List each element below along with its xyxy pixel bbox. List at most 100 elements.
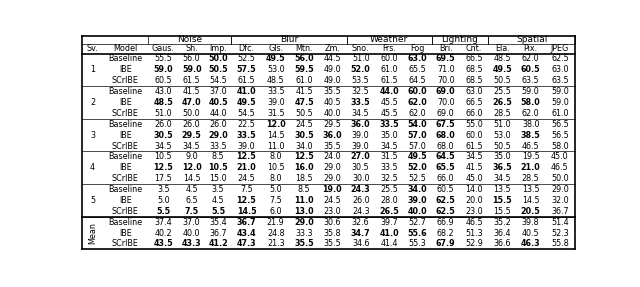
Text: 30.6: 30.6	[324, 218, 341, 227]
Text: 20.0: 20.0	[465, 196, 483, 205]
Text: 25.5: 25.5	[493, 87, 511, 96]
Text: 36.6: 36.6	[493, 239, 511, 249]
Text: 32.5: 32.5	[352, 87, 370, 96]
Text: 41.0: 41.0	[380, 229, 399, 238]
Text: 67.9: 67.9	[436, 239, 456, 249]
Text: 44.5: 44.5	[324, 55, 341, 63]
Text: Noise: Noise	[177, 35, 202, 44]
Text: SCrIBE: SCrIBE	[112, 76, 139, 85]
Text: 60.0: 60.0	[408, 87, 427, 96]
Text: IBE: IBE	[119, 131, 132, 140]
Text: 50.0: 50.0	[551, 174, 569, 183]
Text: Pix.: Pix.	[524, 44, 538, 53]
Text: Cnt.: Cnt.	[466, 44, 482, 53]
Text: 31.5: 31.5	[267, 109, 285, 118]
Text: 70.0: 70.0	[437, 98, 454, 107]
Text: 51.4: 51.4	[551, 218, 569, 227]
Text: 26.5: 26.5	[379, 207, 399, 216]
Text: 13.0: 13.0	[294, 207, 314, 216]
Text: 44.0: 44.0	[209, 109, 227, 118]
Text: 61.5: 61.5	[183, 76, 200, 85]
Text: Imp.: Imp.	[209, 44, 227, 53]
Text: 37.4: 37.4	[154, 218, 172, 227]
Text: 65.5: 65.5	[436, 163, 456, 172]
Text: Sno.: Sno.	[352, 44, 369, 53]
Text: 21.0: 21.0	[521, 163, 541, 172]
Text: 41.2: 41.2	[208, 239, 228, 249]
Text: 49.5: 49.5	[266, 55, 285, 63]
Text: 61.0: 61.0	[551, 109, 569, 118]
Text: Dfc.: Dfc.	[239, 44, 255, 53]
Text: 59.0: 59.0	[551, 87, 569, 96]
Text: 66.9: 66.9	[437, 218, 454, 227]
Text: 10.5: 10.5	[267, 163, 285, 172]
Text: 10.5: 10.5	[209, 163, 228, 172]
Text: 50.5: 50.5	[493, 141, 511, 150]
Text: 45.0: 45.0	[551, 152, 569, 161]
Text: 60.5: 60.5	[154, 76, 172, 85]
Text: 68.5: 68.5	[465, 65, 483, 74]
Text: 5.5: 5.5	[211, 207, 225, 216]
Text: 29.0: 29.0	[294, 218, 314, 227]
Text: 33.5: 33.5	[380, 163, 398, 172]
Text: 16.0: 16.0	[294, 163, 314, 172]
Text: 11.0: 11.0	[294, 196, 314, 205]
Text: 53.0: 53.0	[267, 65, 285, 74]
Text: 3: 3	[90, 131, 95, 140]
Text: 62.5: 62.5	[436, 207, 456, 216]
Text: 23.0: 23.0	[465, 207, 483, 216]
Text: 49.5: 49.5	[408, 152, 427, 161]
Text: 26.0: 26.0	[352, 196, 369, 205]
Text: 24.0: 24.0	[324, 152, 341, 161]
Text: 52.7: 52.7	[408, 218, 426, 227]
Text: 43.0: 43.0	[155, 87, 172, 96]
Text: 50.0: 50.0	[209, 55, 228, 63]
Text: 35.4: 35.4	[209, 218, 227, 227]
Text: 57.0: 57.0	[408, 141, 426, 150]
Text: 35.5: 35.5	[324, 87, 341, 96]
Text: 52.3: 52.3	[551, 229, 569, 238]
Text: 35.5: 35.5	[324, 141, 341, 150]
Text: 51.3: 51.3	[465, 229, 483, 238]
Text: 51.0: 51.0	[493, 120, 511, 129]
Text: 13.5: 13.5	[493, 185, 511, 194]
Text: JPEG: JPEG	[551, 44, 569, 53]
Text: 7.5: 7.5	[184, 207, 199, 216]
Text: 5.5: 5.5	[156, 207, 170, 216]
Text: 40.0: 40.0	[408, 207, 427, 216]
Text: 68.0: 68.0	[436, 131, 456, 140]
Text: 24.5: 24.5	[324, 196, 341, 205]
Text: 63.0: 63.0	[551, 65, 569, 74]
Text: Mtn.: Mtn.	[295, 44, 313, 53]
Text: 10.5: 10.5	[154, 152, 172, 161]
Text: 6.0: 6.0	[269, 207, 282, 216]
Text: IBE: IBE	[119, 196, 132, 205]
Text: 26.0: 26.0	[154, 120, 172, 129]
Text: 14.5: 14.5	[267, 131, 285, 140]
Text: 34.5: 34.5	[352, 109, 369, 118]
Text: 32.5: 32.5	[380, 174, 398, 183]
Text: 38.0: 38.0	[522, 120, 540, 129]
Text: 11.0: 11.0	[267, 141, 285, 150]
Text: 66.0: 66.0	[437, 174, 454, 183]
Text: 2: 2	[90, 98, 95, 107]
Text: 34.7: 34.7	[351, 229, 371, 238]
Text: 64.5: 64.5	[436, 152, 456, 161]
Text: 43.5: 43.5	[154, 239, 173, 249]
Text: 32.6: 32.6	[352, 218, 369, 227]
Text: 21.0: 21.0	[237, 163, 257, 172]
Text: 1: 1	[90, 65, 95, 74]
Text: 59.0: 59.0	[522, 87, 540, 96]
Text: 41.4: 41.4	[380, 239, 398, 249]
Text: 61.0: 61.0	[295, 76, 313, 85]
Text: 3.5: 3.5	[212, 185, 225, 194]
Text: 8.0: 8.0	[269, 174, 282, 183]
Text: 12.5: 12.5	[154, 163, 173, 172]
Text: Mean: Mean	[88, 222, 97, 244]
Text: 69.0: 69.0	[436, 87, 456, 96]
Text: 6.5: 6.5	[186, 196, 198, 205]
Text: 3.5: 3.5	[157, 185, 170, 194]
Text: 56.5: 56.5	[551, 120, 569, 129]
Text: 9.0: 9.0	[186, 152, 198, 161]
Text: 52.0: 52.0	[351, 65, 371, 74]
